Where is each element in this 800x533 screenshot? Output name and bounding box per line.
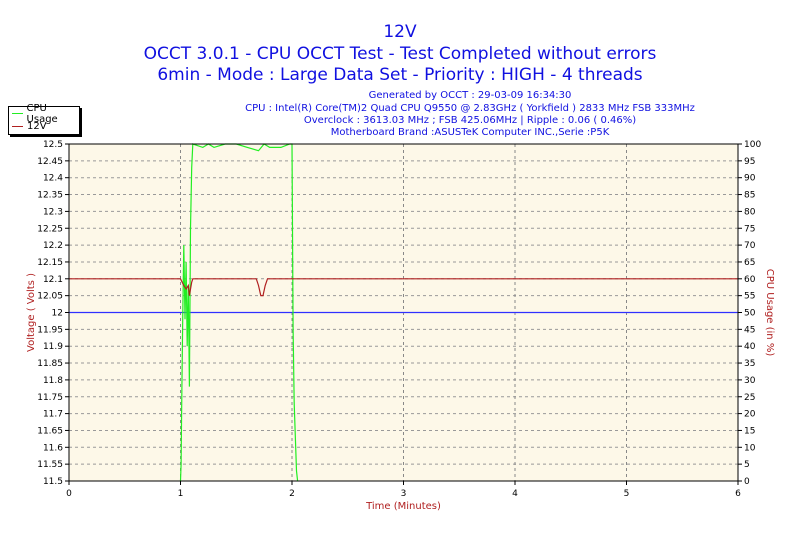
chart-subtitle: OCCT 3.0.1 - CPU OCCT Test - Test Comple… [143, 44, 657, 64]
info-cpu: CPU : Intel(R) Core(TM)2 Quad CPU Q9550 … [245, 103, 695, 114]
x-tick-label: 2 [289, 489, 295, 499]
y2-tick-label: 0 [744, 477, 750, 487]
y-tick-label: 12.05 [37, 292, 63, 302]
y2-tick-label: 15 [744, 426, 755, 436]
info-motherboard: Motherboard Brand :ASUSTeK Computer INC.… [330, 127, 610, 138]
x-tick-label: 6 [735, 489, 741, 499]
x-tick-label: 3 [401, 489, 407, 499]
y2-tick-label: 35 [744, 359, 755, 369]
y2-tick-label: 100 [744, 140, 761, 150]
x-tick-label: 5 [624, 489, 630, 499]
y-tick-label: 11.85 [37, 359, 63, 369]
info-generated: Generated by OCCT : 29-03-09 16:34:30 [368, 90, 572, 101]
y-tick-label: 11.55 [37, 460, 63, 470]
y2-tick-label: 85 [744, 191, 755, 201]
y2-tick-label: 10 [744, 443, 756, 453]
y2-tick-label: 80 [744, 207, 756, 217]
y-tick-label: 12.35 [37, 191, 63, 201]
y-axis-label: Voltage ( Volts ) [26, 273, 37, 352]
info-overclock: Overclock : 3613.03 MHz ; FSB 425.06MHz … [303, 115, 637, 126]
y-tick-label: 11.5 [43, 477, 63, 487]
y2-tick-label: 5 [744, 460, 750, 470]
legend-label: CPU Usage [26, 102, 58, 125]
y-tick-label: 12.15 [37, 258, 63, 268]
y-tick-label: 12.3 [43, 207, 63, 217]
legend: CPU Usage 12V [8, 103, 80, 135]
y2-tick-label: 45 [744, 325, 755, 335]
plot-border [68, 143, 739, 482]
y-tick-label: 11.6 [43, 443, 63, 453]
x-axis-label: Time (Minutes) [365, 501, 441, 512]
legend-swatch [12, 113, 23, 114]
series-line-12v [69, 278, 738, 297]
chart-subtitle-2: 6min - Mode : Large Data Set - Priority … [157, 65, 643, 85]
y-tick-label: 12.5 [43, 140, 63, 150]
y-tick-label: 11.65 [37, 426, 63, 436]
y2-tick-label: 25 [744, 393, 755, 403]
y-tick-label: 12.4 [43, 174, 63, 184]
y2-tick-label: 90 [744, 174, 756, 184]
y2-tick-label: 50 [744, 309, 756, 319]
y2-tick-label: 20 [744, 410, 756, 420]
y2-tick-label: 40 [744, 342, 756, 352]
y2-tick-label: 70 [744, 241, 756, 251]
y-tick-label: 11.75 [37, 393, 63, 403]
legend-swatch [12, 126, 23, 127]
legend-cpu-usage: CPU Usage [9, 103, 79, 125]
y-tick-label: 12 [52, 309, 63, 319]
y2-tick-label: 95 [744, 157, 755, 167]
y2-tick-label: 60 [744, 275, 756, 285]
x-tick-label: 4 [512, 489, 518, 499]
y-tick-label: 11.7 [43, 410, 63, 420]
legend-12v: 12V [9, 120, 79, 133]
x-tick-label: 0 [66, 489, 72, 499]
y2-tick-label: 65 [744, 258, 755, 268]
legend-label: 12V [27, 121, 47, 132]
y-tick-label: 12.25 [37, 224, 63, 234]
y2-tick-label: 75 [744, 224, 755, 234]
y-tick-label: 12.1 [43, 275, 63, 285]
y2-tick-label: 55 [744, 292, 755, 302]
y2-axis-label: CPU Usage (in %) [764, 269, 775, 357]
y-tick-label: 11.9 [43, 342, 63, 352]
y-tick-label: 11.8 [43, 376, 63, 386]
y2-tick-label: 30 [744, 376, 756, 386]
x-tick-label: 1 [178, 489, 184, 499]
chart-title: 12V [383, 22, 417, 42]
y-tick-label: 11.95 [37, 325, 63, 335]
y-tick-label: 12.45 [37, 157, 63, 167]
y-tick-label: 12.2 [43, 241, 63, 251]
